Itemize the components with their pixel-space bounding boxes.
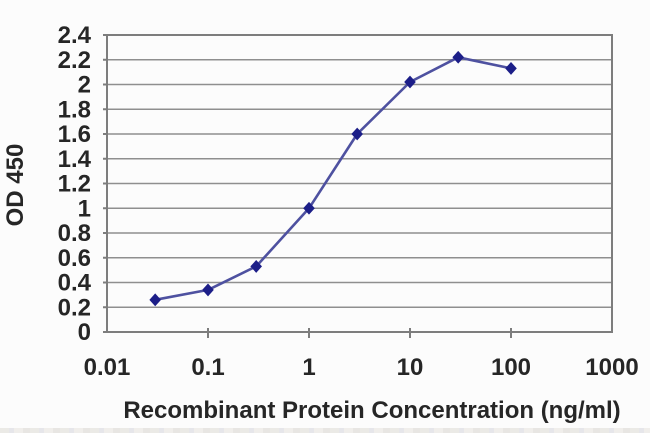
data-point-marker <box>202 283 214 297</box>
data-point-marker <box>404 75 416 89</box>
y-tick-label: 1 <box>78 195 91 222</box>
data-point-marker <box>452 50 464 64</box>
y-tick-label: 0.6 <box>58 245 91 272</box>
plot-border <box>106 34 613 333</box>
y-tick-label: 0.2 <box>58 294 91 321</box>
bottom-crop-strip <box>0 428 650 433</box>
y-tick-label: 2.2 <box>58 47 91 74</box>
y-tick-label: 1.2 <box>58 171 91 198</box>
y-tick-label: 0.8 <box>58 220 91 247</box>
y-axis-title: OD 450 <box>2 143 29 227</box>
y-tick-label: 1.4 <box>58 146 92 173</box>
y-tick-label: 2.4 <box>58 22 92 49</box>
x-tick-label: 100 <box>491 354 531 381</box>
x-tick-label: 1 <box>302 354 315 381</box>
y-tick-label: 1.8 <box>58 96 91 123</box>
x-axis-title: Recombinant Protein Concentration (ng/ml… <box>123 397 621 424</box>
data-point-marker <box>303 201 315 215</box>
x-tick-label: 10 <box>397 354 424 381</box>
x-tick-label: 1000 <box>585 354 638 381</box>
y-tick-label: 1.6 <box>58 121 91 148</box>
x-tick-label: 0.01 <box>84 354 131 381</box>
data-line <box>153 55 513 302</box>
data-point-marker <box>149 293 161 307</box>
data-point-marker <box>250 260 262 273</box>
data-point-marker <box>351 127 363 141</box>
y-tick-label: 0 <box>78 319 91 346</box>
x-tick-label: 0.1 <box>191 354 224 381</box>
data-point-marker <box>505 62 517 75</box>
y-tick-label: 2 <box>78 72 91 99</box>
y-tick-label: 0.4 <box>58 270 92 297</box>
